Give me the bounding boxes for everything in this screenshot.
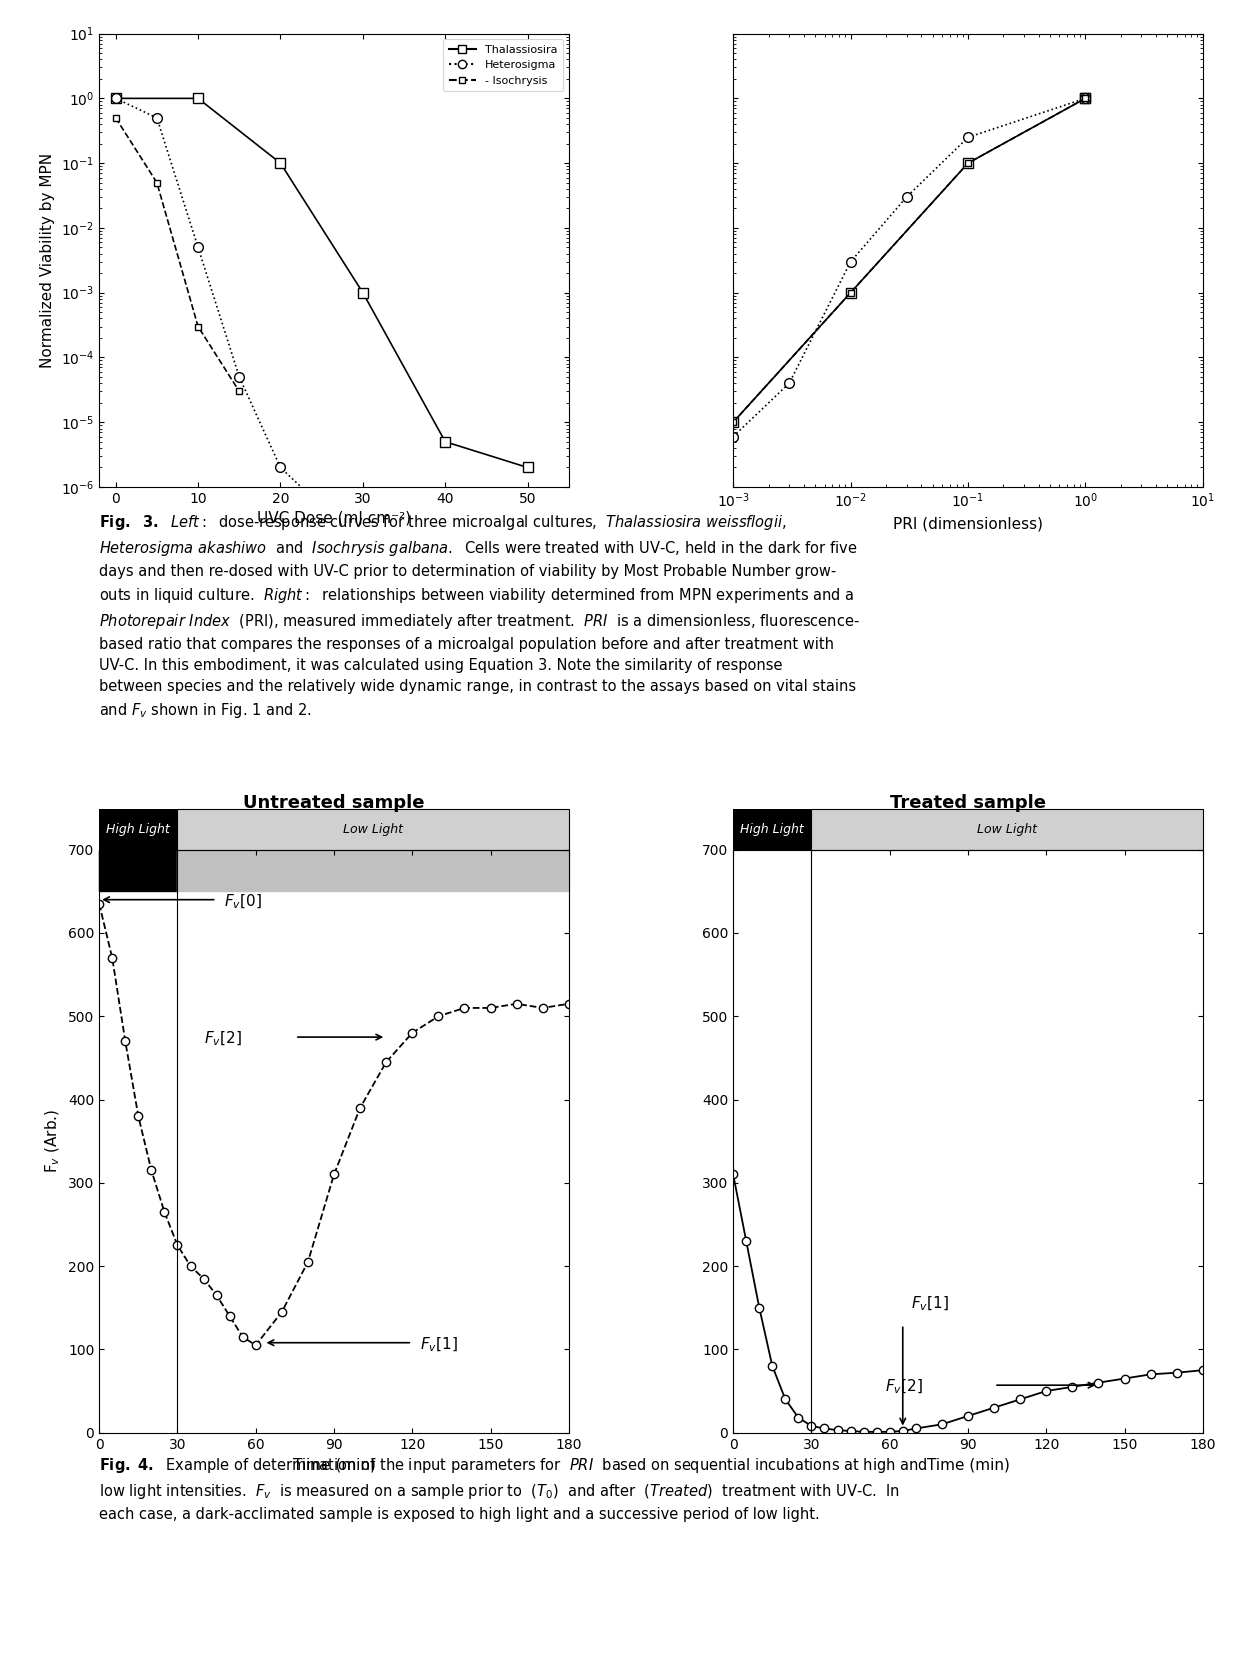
Text: $\bf{Fig.\ \ 3.}$  $\it{Left:}$  dose-response curves for three microalgal cultu: $\bf{Fig.\ \ 3.}$ $\it{Left:}$ dose-resp…: [99, 512, 859, 721]
Y-axis label: Normalized Viability by MPN: Normalized Viability by MPN: [40, 153, 56, 368]
Text: Low Light: Low Light: [977, 823, 1037, 837]
Y-axis label: F$_v$ (Arb.): F$_v$ (Arb.): [43, 1109, 62, 1173]
Text: $F_v[1]$: $F_v[1]$: [910, 1294, 949, 1312]
Text: Low Light: Low Light: [343, 823, 403, 837]
FancyBboxPatch shape: [733, 808, 811, 850]
Text: $F_v[2]$: $F_v[2]$: [884, 1378, 923, 1396]
Text: $F_v[1]$: $F_v[1]$: [420, 1336, 458, 1354]
Bar: [177, 850, 569, 890]
Bar: [99, 850, 177, 890]
Legend: Thalassiosira, Heterosigma, - Isochrysis: Thalassiosira, Heterosigma, - Isochrysis: [443, 39, 563, 91]
FancyBboxPatch shape: [177, 808, 569, 850]
Text: $\bf{Fig.\ 4.}$  Example of determination of the input parameters for  $\it{PRI}: $\bf{Fig.\ 4.}$ Example of determination…: [99, 1457, 928, 1522]
X-axis label: PRI (dimensionless): PRI (dimensionless): [893, 516, 1043, 531]
X-axis label: UVC Dose (mJ cm⁻²): UVC Dose (mJ cm⁻²): [257, 511, 412, 526]
X-axis label: Time (min): Time (min): [926, 1457, 1009, 1472]
Text: High Light: High Light: [740, 823, 805, 837]
FancyBboxPatch shape: [811, 808, 1203, 850]
Text: High Light: High Light: [107, 823, 170, 837]
Title: Treated sample: Treated sample: [890, 795, 1047, 811]
FancyBboxPatch shape: [99, 808, 177, 850]
Title: Untreated sample: Untreated sample: [243, 795, 425, 811]
Text: $F_v[0]$: $F_v[0]$: [224, 892, 263, 911]
Text: $F_v[2]$: $F_v[2]$: [203, 1030, 242, 1048]
X-axis label: Time (min): Time (min): [293, 1457, 376, 1472]
